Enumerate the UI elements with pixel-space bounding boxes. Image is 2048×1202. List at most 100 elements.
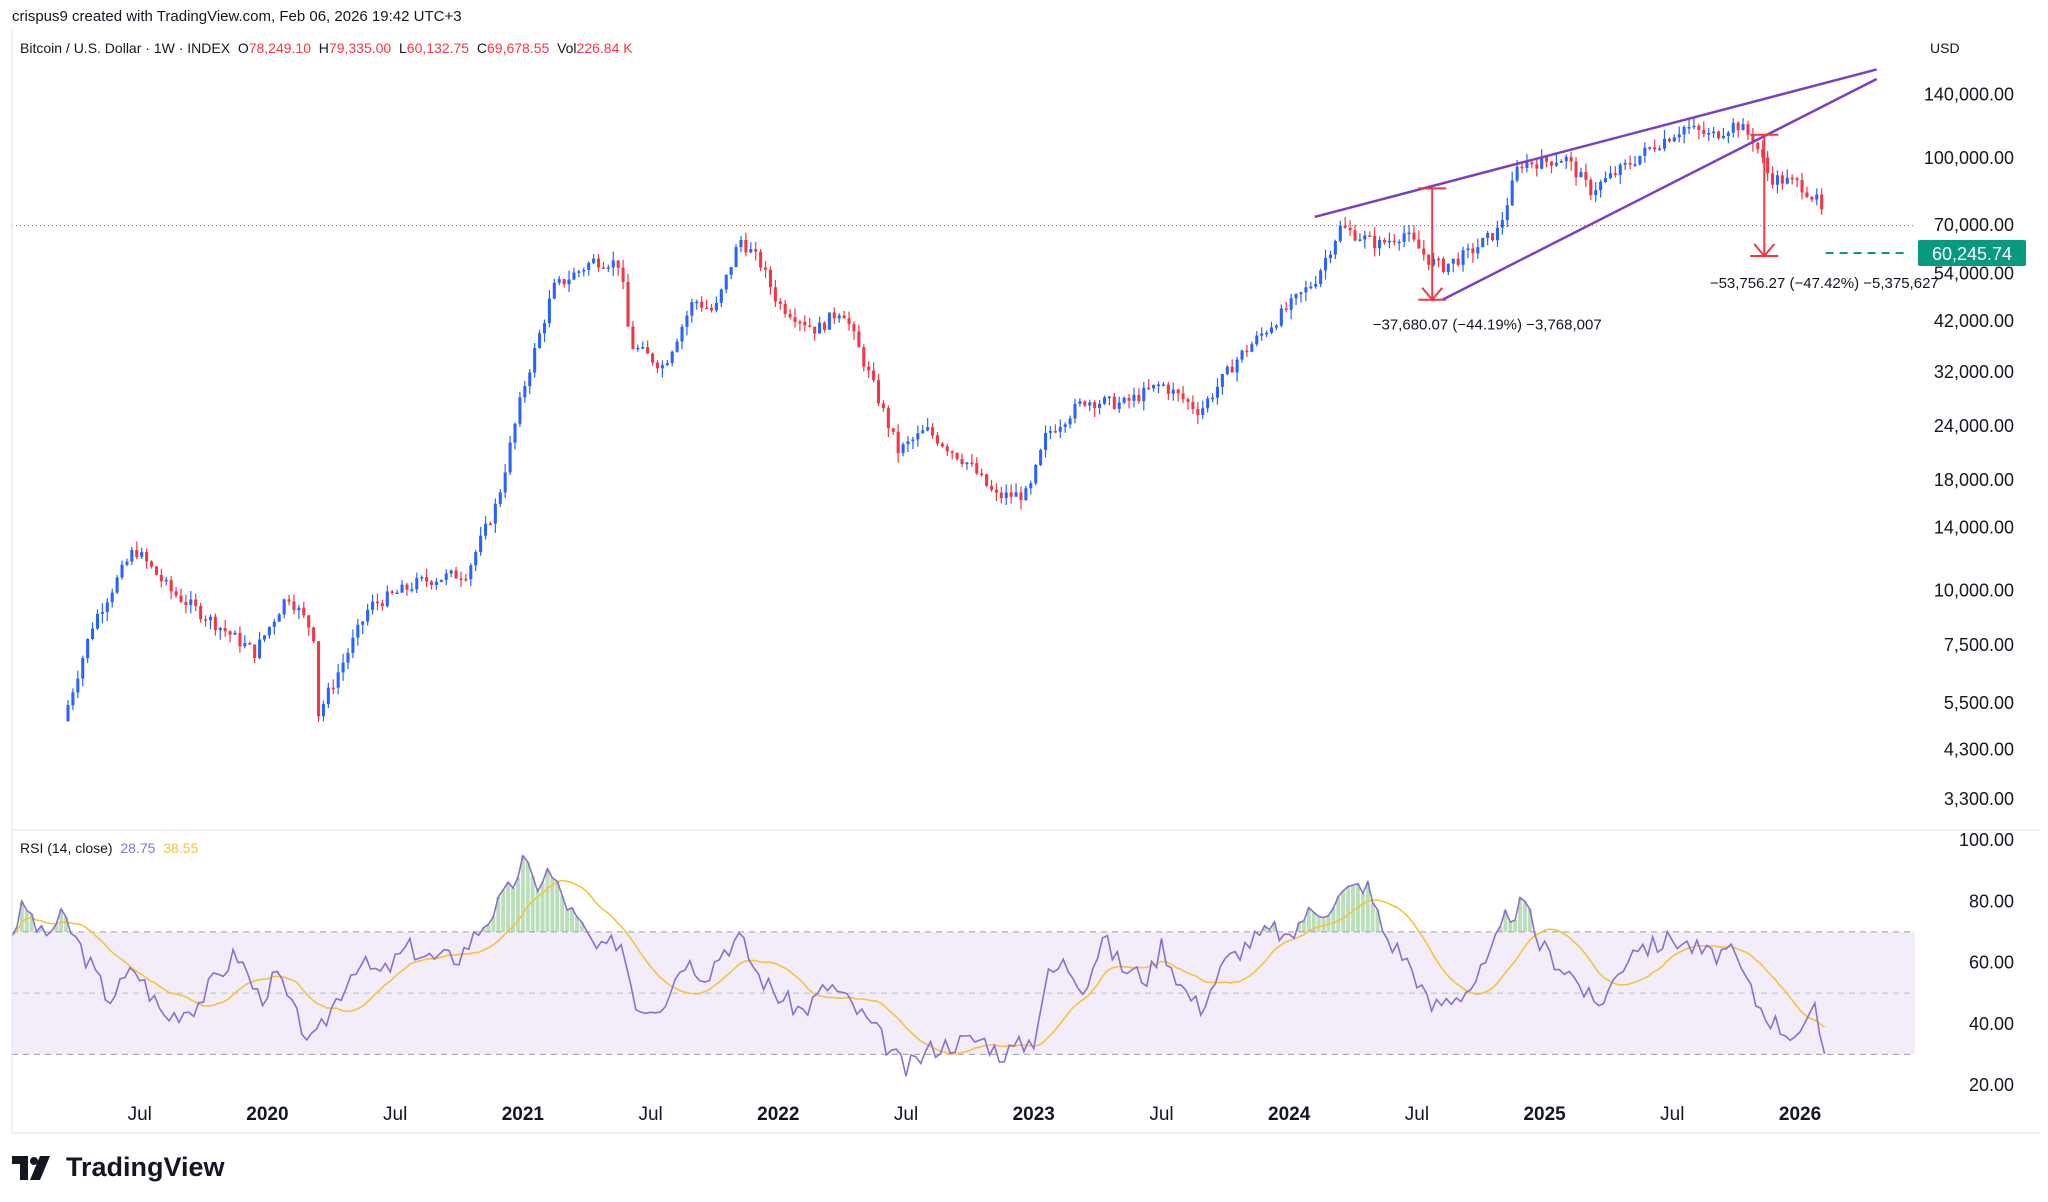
candle-body [1215, 386, 1219, 398]
candle-body [1112, 396, 1116, 409]
candle-body [1579, 171, 1583, 178]
price-pane[interactable]: −37,680.07 (−44.19%) −3,768,007 −53,756.2… [12, 68, 2026, 723]
candle-body [449, 570, 453, 574]
time-tick-label: Jul [383, 1104, 407, 1125]
candle-body [145, 552, 149, 562]
candle-body [331, 687, 335, 690]
time-tick-label: Jul [638, 1104, 662, 1125]
candle-body [999, 492, 1003, 499]
candle-body [857, 331, 861, 348]
candle-body [567, 279, 571, 285]
candle-body [1466, 248, 1470, 251]
candle-body [1058, 426, 1062, 432]
price-tick-label: 4,300.00 [1944, 739, 2014, 759]
candle-body [282, 599, 286, 615]
candle-body [744, 239, 748, 253]
candle-body [1574, 161, 1578, 178]
candle-body [901, 444, 905, 454]
candle-body [302, 607, 306, 616]
candle-body [1608, 173, 1612, 179]
candle-body [1211, 397, 1215, 400]
candle-body [813, 326, 817, 334]
candle-body [1358, 239, 1362, 242]
price-tick-label: 7,500.00 [1944, 635, 2014, 655]
rsi-pane[interactable] [11, 854, 1915, 1077]
candle-body [975, 463, 979, 474]
candle-body [218, 627, 222, 631]
candle-body [1658, 148, 1662, 151]
candle-body [1402, 233, 1406, 242]
candle-body [169, 579, 173, 592]
candle-body [1677, 134, 1681, 138]
candle-body [498, 492, 502, 504]
candle-body [989, 485, 994, 490]
candle-body [847, 318, 851, 325]
candle-body [1515, 166, 1519, 181]
candle-body [1014, 492, 1018, 497]
tradingview-logo-icon [12, 1155, 50, 1180]
candle-body [621, 267, 625, 283]
candle-body [272, 621, 276, 627]
candle-body [76, 678, 80, 693]
candle-body [891, 428, 895, 432]
candle-body [906, 441, 910, 445]
candle-body [1500, 220, 1504, 228]
close-label: C [476, 40, 487, 56]
candle-body [385, 591, 389, 607]
chart-canvas[interactable]: −37,680.07 (−44.19%) −3,768,007 −53,756.2… [0, 0, 2048, 1140]
candle-body [1053, 431, 1057, 433]
rsi-legend: RSI (14, close) 28.75 38.55 [20, 840, 198, 856]
candle-body [1731, 122, 1735, 133]
low-value: 60,132.75 [406, 40, 470, 56]
axes: 140,000.00 100,000.00 70,000.00 54,000.00 42… [11, 30, 2040, 1134]
candle-body [631, 326, 635, 349]
candle-body [135, 550, 139, 557]
candle-body [395, 592, 399, 595]
candle-body [739, 239, 743, 248]
time-tick-label: 2021 [502, 1104, 545, 1125]
candle-body [690, 302, 694, 316]
candle-body [1702, 129, 1706, 135]
candle-body [911, 439, 915, 442]
candle-body [921, 430, 925, 434]
candle-body [508, 442, 512, 473]
candle-body [1284, 308, 1288, 310]
candle-body [208, 616, 212, 621]
candle-body [960, 459, 964, 465]
candle-body [1599, 181, 1603, 191]
currency-label[interactable]: USD [1930, 40, 1960, 56]
candle-body [1820, 194, 1824, 210]
candle-body [140, 552, 144, 557]
candle-body [149, 561, 154, 567]
candle-body [931, 427, 935, 436]
rsi-legend-value: 28.75 [120, 840, 156, 856]
candle-body [375, 601, 379, 604]
candle-body [1255, 335, 1259, 345]
candle-body [1618, 164, 1622, 176]
candle-body [1643, 147, 1647, 156]
candle-body [1446, 263, 1450, 273]
candle-body [1441, 258, 1445, 273]
candle-body [1422, 248, 1426, 255]
candle-body [312, 627, 316, 642]
candle-body [100, 611, 104, 614]
candle-body [680, 326, 684, 342]
candle-body [705, 307, 709, 310]
tradingview-logo[interactable]: TradingView [12, 1152, 225, 1183]
price-tick-label: 100,000.00 [1924, 148, 2014, 168]
candle-body [1073, 403, 1077, 419]
candle-body [425, 577, 429, 582]
rsi-legend-ma-value: 38.55 [163, 840, 199, 856]
price-tick-label: 18,000.00 [1934, 470, 2014, 490]
candle-body [872, 370, 876, 381]
candle-body [503, 472, 507, 493]
candle-body [189, 599, 193, 606]
candle-body [714, 302, 718, 311]
candle-body [1653, 147, 1657, 150]
candle-body [842, 315, 846, 319]
candle-body [1269, 327, 1274, 333]
candle-body [1495, 227, 1499, 241]
candle-body [611, 260, 615, 268]
time-tick-label: Jul [128, 1104, 152, 1125]
symbol-name: Bitcoin / U.S. Dollar · 1W · INDEX [20, 40, 231, 56]
